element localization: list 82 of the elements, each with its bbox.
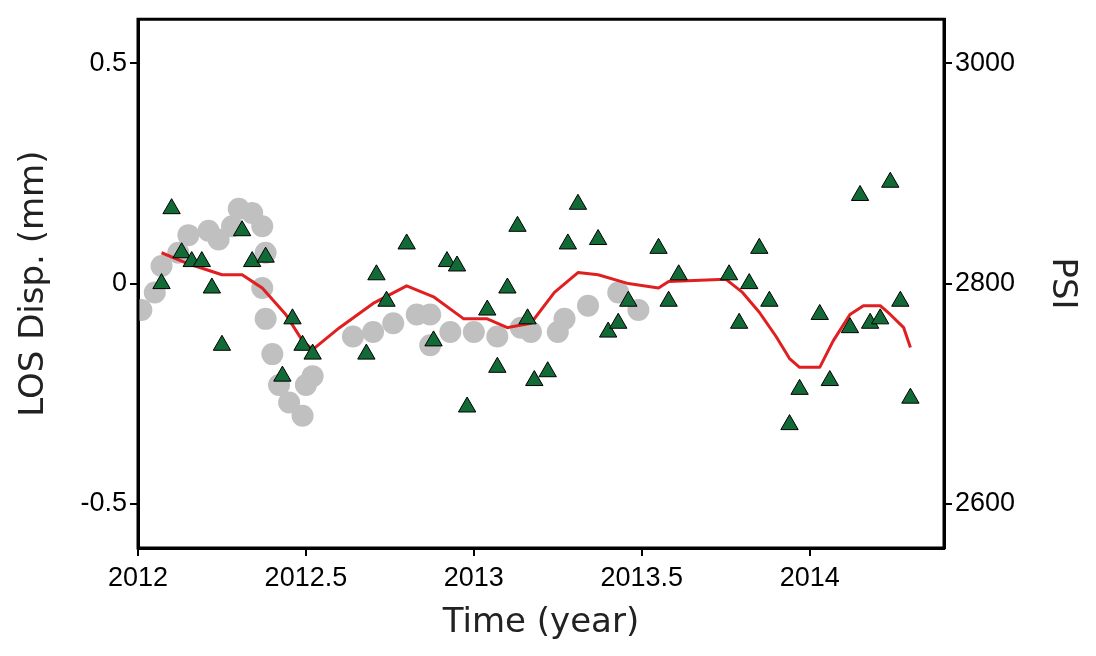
point bbox=[609, 312, 628, 329]
x-tick-label: 2013.5 bbox=[600, 561, 684, 592]
point bbox=[303, 343, 322, 360]
point bbox=[150, 254, 173, 277]
y2-tick-label: 2600 bbox=[955, 487, 1016, 518]
point bbox=[462, 321, 485, 344]
point bbox=[152, 273, 171, 290]
point bbox=[525, 370, 544, 387]
point bbox=[192, 251, 211, 268]
point bbox=[341, 325, 364, 348]
y-tick-label: 0.5 bbox=[89, 46, 127, 77]
point bbox=[162, 198, 181, 215]
point bbox=[558, 233, 578, 250]
x-tick-label: 2014 bbox=[779, 561, 840, 592]
point bbox=[367, 264, 386, 281]
point bbox=[820, 370, 839, 387]
point bbox=[291, 404, 314, 427]
point bbox=[261, 343, 284, 366]
point bbox=[577, 294, 600, 317]
point bbox=[382, 312, 405, 335]
point bbox=[486, 325, 509, 348]
point bbox=[719, 264, 739, 281]
point bbox=[881, 171, 900, 188]
x-axis-title: Time (year) bbox=[441, 600, 640, 641]
point bbox=[251, 215, 274, 238]
point bbox=[729, 312, 749, 329]
point bbox=[377, 290, 396, 307]
x-tick-label: 2012 bbox=[107, 561, 169, 592]
point bbox=[810, 303, 829, 320]
point bbox=[619, 290, 638, 307]
point bbox=[588, 229, 608, 246]
point bbox=[256, 246, 275, 263]
point bbox=[518, 308, 537, 325]
point bbox=[568, 193, 588, 210]
point bbox=[424, 330, 443, 347]
point bbox=[599, 321, 618, 338]
y2-tick-label: 3000 bbox=[955, 46, 1016, 77]
point bbox=[850, 184, 870, 201]
point bbox=[278, 391, 301, 414]
y2-tick-label: 2800 bbox=[955, 267, 1016, 298]
point bbox=[293, 334, 312, 351]
point bbox=[659, 290, 678, 307]
point bbox=[447, 255, 467, 272]
point bbox=[439, 321, 462, 344]
point bbox=[254, 307, 277, 330]
point bbox=[283, 308, 302, 325]
point bbox=[457, 396, 477, 413]
point bbox=[478, 299, 497, 316]
point bbox=[202, 277, 222, 294]
point bbox=[649, 237, 668, 254]
point bbox=[357, 343, 376, 360]
point bbox=[172, 242, 191, 259]
point bbox=[177, 224, 200, 247]
point bbox=[362, 321, 385, 344]
y-tick-label: -0.5 bbox=[80, 487, 127, 518]
point bbox=[397, 233, 416, 250]
y-axis-title: LOS Disp. (mm) bbox=[11, 150, 52, 417]
point bbox=[538, 361, 557, 378]
point bbox=[760, 290, 779, 307]
point bbox=[750, 237, 769, 254]
point bbox=[508, 215, 527, 232]
y-tick-label: 0 bbox=[111, 267, 127, 298]
y2-axis-title: PSI bbox=[1044, 257, 1085, 310]
point bbox=[790, 378, 809, 395]
point bbox=[891, 290, 910, 307]
point bbox=[840, 317, 860, 334]
point bbox=[301, 365, 324, 388]
point bbox=[232, 220, 252, 237]
point bbox=[498, 277, 517, 294]
point bbox=[273, 365, 292, 382]
point bbox=[553, 307, 576, 330]
point bbox=[243, 251, 262, 268]
point bbox=[780, 414, 799, 431]
point bbox=[207, 228, 230, 251]
point bbox=[669, 264, 688, 281]
point bbox=[901, 387, 920, 404]
x-tick-label: 2013 bbox=[443, 561, 504, 592]
point bbox=[488, 356, 507, 373]
x-tick-label: 2012.5 bbox=[264, 561, 348, 592]
point bbox=[871, 308, 890, 325]
point bbox=[740, 273, 759, 290]
point bbox=[212, 334, 232, 351]
